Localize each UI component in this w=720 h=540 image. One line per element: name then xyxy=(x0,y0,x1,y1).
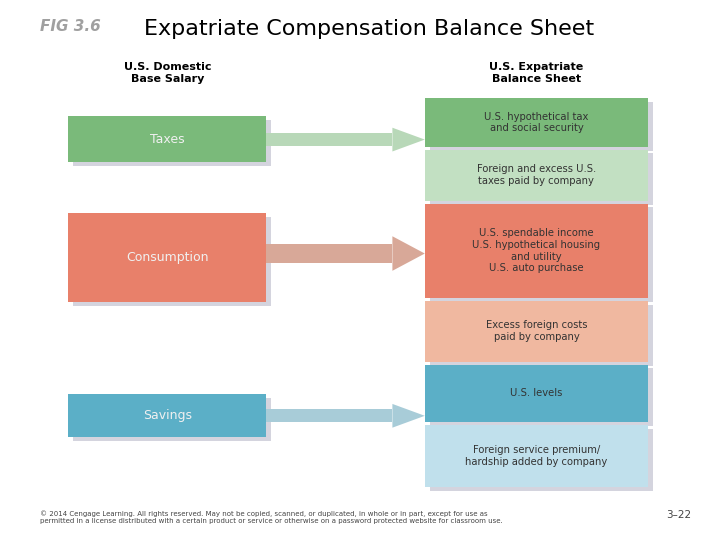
FancyBboxPatch shape xyxy=(430,305,653,366)
FancyBboxPatch shape xyxy=(430,102,653,151)
Text: Foreign and excess U.S.
taxes paid by company: Foreign and excess U.S. taxes paid by co… xyxy=(477,164,596,186)
FancyBboxPatch shape xyxy=(425,301,648,362)
FancyBboxPatch shape xyxy=(73,217,271,306)
FancyBboxPatch shape xyxy=(68,116,266,162)
Text: U.S. hypothetical tax
and social security: U.S. hypothetical tax and social securit… xyxy=(485,112,588,133)
FancyBboxPatch shape xyxy=(68,394,266,437)
Text: U.S. Domestic
Base Salary: U.S. Domestic Base Salary xyxy=(124,62,211,84)
FancyBboxPatch shape xyxy=(425,425,648,487)
FancyBboxPatch shape xyxy=(430,207,653,302)
FancyBboxPatch shape xyxy=(430,368,653,426)
Polygon shape xyxy=(266,244,392,263)
Text: FIG 3.6: FIG 3.6 xyxy=(40,19,100,34)
FancyBboxPatch shape xyxy=(425,364,648,422)
Text: Foreign service premium/
hardship added by company: Foreign service premium/ hardship added … xyxy=(465,445,608,467)
Text: Consumption: Consumption xyxy=(126,251,209,265)
FancyBboxPatch shape xyxy=(73,120,271,166)
Polygon shape xyxy=(392,127,425,151)
FancyBboxPatch shape xyxy=(73,398,271,441)
Text: Savings: Savings xyxy=(143,409,192,422)
Text: U.S. Expatriate
Balance Sheet: U.S. Expatriate Balance Sheet xyxy=(490,62,583,84)
Text: Excess foreign costs
paid by company: Excess foreign costs paid by company xyxy=(486,320,587,342)
Polygon shape xyxy=(392,404,425,428)
Text: Expatriate Compensation Balance Sheet: Expatriate Compensation Balance Sheet xyxy=(144,19,594,39)
FancyBboxPatch shape xyxy=(430,153,653,205)
FancyBboxPatch shape xyxy=(425,98,648,147)
FancyBboxPatch shape xyxy=(425,204,648,298)
Text: U.S. levels: U.S. levels xyxy=(510,388,562,399)
FancyBboxPatch shape xyxy=(430,429,653,491)
FancyBboxPatch shape xyxy=(68,213,266,302)
Text: Taxes: Taxes xyxy=(150,132,185,146)
Polygon shape xyxy=(392,237,425,271)
Text: U.S. spendable income
U.S. hypothetical housing
and utility
U.S. auto purchase: U.S. spendable income U.S. hypothetical … xyxy=(472,228,600,273)
Text: © 2014 Cengage Learning. All rights reserved. May not be copied, scanned, or dup: © 2014 Cengage Learning. All rights rese… xyxy=(40,510,503,524)
Text: 3–22: 3–22 xyxy=(666,510,691,521)
FancyBboxPatch shape xyxy=(425,150,648,201)
Polygon shape xyxy=(266,133,392,146)
Polygon shape xyxy=(266,409,392,422)
